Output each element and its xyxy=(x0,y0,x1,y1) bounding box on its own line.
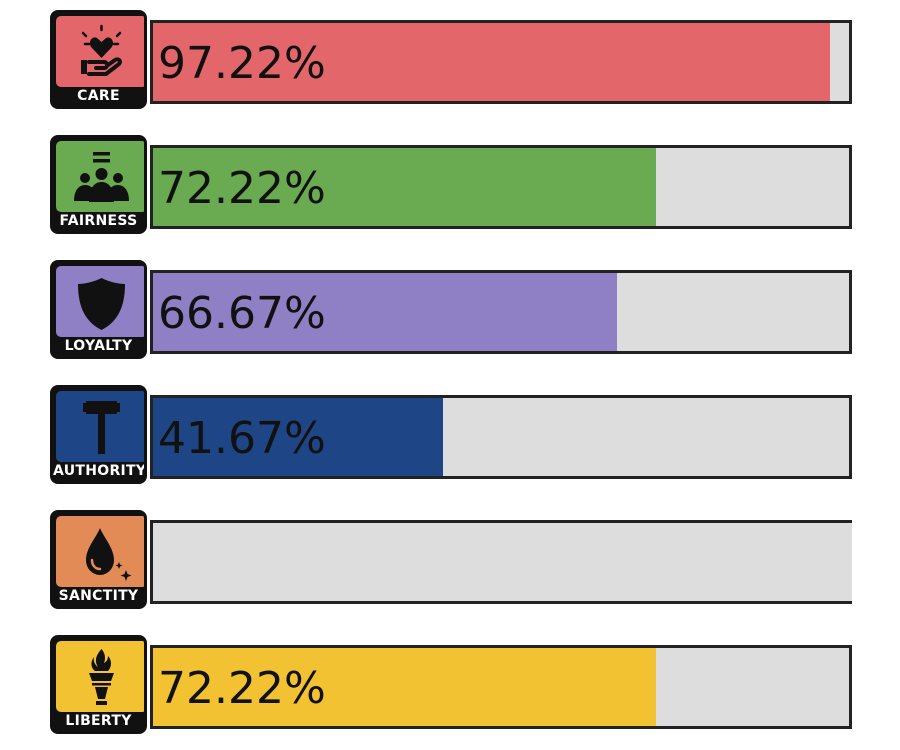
people-group-icon xyxy=(74,152,129,202)
gavel-icon xyxy=(83,401,120,454)
bar-fill-care xyxy=(153,23,830,101)
bar-row-fairness: 72.22% FAIRNESS xyxy=(50,135,852,240)
category-badge-sanctity: SANCTITY xyxy=(50,510,147,609)
heart-hand-icon xyxy=(81,24,123,76)
category-label-authority: AUTHORITY xyxy=(53,463,147,479)
bar-fill-liberty xyxy=(153,648,656,726)
bar-fill-fairness xyxy=(153,148,656,226)
bar-track: 66.67% xyxy=(150,270,852,354)
category-label-sanctity: SANCTITY xyxy=(58,588,139,604)
bar-track: 97.22% xyxy=(150,20,852,104)
badge-face xyxy=(56,516,144,587)
shield-icon xyxy=(78,278,125,330)
category-badge-care: CARE xyxy=(50,10,147,109)
category-label-fairness: FAIRNESS xyxy=(59,213,138,229)
bar-track xyxy=(150,520,852,604)
value-label-fairness: 72.22% xyxy=(158,163,326,214)
category-badge-fairness: FAIRNESS xyxy=(50,135,147,234)
value-label-liberty: 72.22% xyxy=(158,663,326,714)
category-label-loyalty: LOYALTY xyxy=(64,338,133,354)
category-badge-loyalty: LOYALTY xyxy=(50,260,147,359)
bar-track: 72.22% xyxy=(150,645,852,729)
torch-icon xyxy=(89,649,114,705)
bar-fill-loyalty xyxy=(153,273,618,351)
bar-row-loyalty: 66.67% LOYALTY xyxy=(50,260,852,365)
category-label-care: CARE xyxy=(77,88,120,104)
badge-face xyxy=(56,16,144,87)
category-badge-authority: AUTHORITY xyxy=(50,385,147,484)
value-label-loyalty: 66.67% xyxy=(158,288,326,339)
bar-fill-authority xyxy=(153,398,444,476)
bar-row-liberty: 72.22% LIBERTY xyxy=(50,635,852,740)
badge-face xyxy=(56,141,144,212)
badge-face xyxy=(56,641,144,712)
drop-sparkle-icon xyxy=(86,528,132,581)
category-badge-liberty: LIBERTY xyxy=(50,635,147,734)
value-label-care: 97.22% xyxy=(158,38,326,89)
value-label-authority: 41.67% xyxy=(158,413,326,464)
badge-face xyxy=(56,266,144,337)
bar-track: 41.67% xyxy=(150,395,852,479)
bar-row-authority: 41.67% AUTHORITY xyxy=(50,385,852,490)
bar-track: 72.22% xyxy=(150,145,852,229)
bar-row-care: 97.22% CARE xyxy=(50,10,852,115)
bar-row-sanctity: SANCTITY xyxy=(50,510,852,615)
badge-face xyxy=(56,391,144,462)
category-label-liberty: LIBERTY xyxy=(65,713,132,729)
